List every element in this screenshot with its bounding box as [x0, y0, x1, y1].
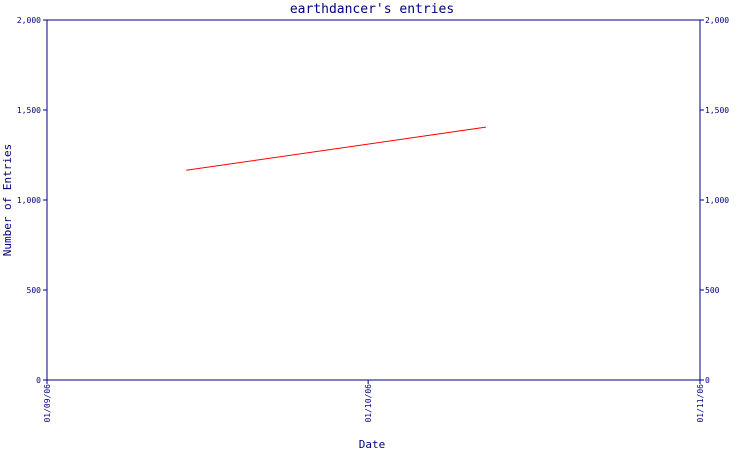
x-tick-label: 01/10/06: [364, 384, 373, 423]
series-line: [186, 126, 486, 171]
chart-title: earthdancer's entries: [290, 2, 454, 17]
y-axis-left: 0 500 1,000 1,500 2,000: [17, 16, 47, 385]
x-axis-label: Date: [359, 438, 386, 450]
y-axis-right: 0 500 1,000 1,500 2,000: [700, 16, 729, 385]
x-tick-label: 01/09/06: [43, 384, 52, 423]
y-tick-label-right: 1,000: [705, 196, 729, 205]
plot-area-frame: [46, 19, 701, 381]
y-axis-label: Number of Entries: [1, 144, 14, 257]
series-layer: [186, 126, 486, 171]
y-tick-label-right: 500: [705, 286, 720, 295]
y-tick-label-right: 0: [705, 376, 710, 385]
y-tick-label-left: 0: [36, 376, 41, 385]
y-tick-label-left: 1,500: [17, 106, 41, 115]
x-tick-label: 01/11/06: [696, 384, 705, 423]
y-tick-label-left: 2,000: [17, 16, 41, 25]
y-tick-label-left: 500: [27, 286, 42, 295]
y-tick-label-left: 1,000: [17, 196, 41, 205]
x-axis: 01/09/06 01/10/06 01/11/06: [43, 380, 705, 423]
y-tick-label-right: 2,000: [705, 16, 729, 25]
y-tick-label-right: 1,500: [705, 106, 729, 115]
